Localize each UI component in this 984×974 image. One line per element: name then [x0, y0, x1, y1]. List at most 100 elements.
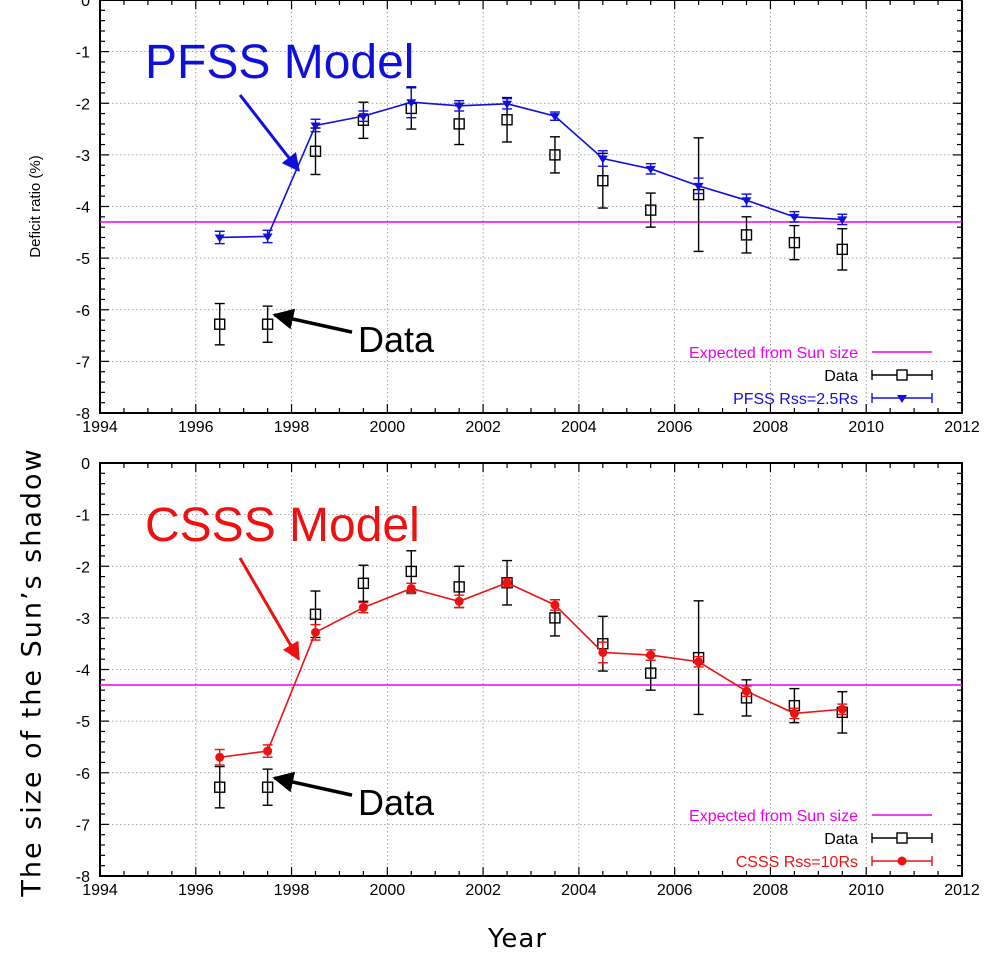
top-model-point-11 [741, 197, 752, 206]
top-panel: 1994 1996 1998 2000 2002 2004 2006 2008 2010 2012… [27, 0, 980, 436]
bottom-series-data [214, 550, 848, 809]
bottom-xtick-label-2002: 2002 [465, 882, 501, 899]
bottom-ytick-label--6: -6 [76, 766, 90, 783]
bottom-ytick-label--3: -3 [76, 611, 90, 628]
bottom-ytick-label--7: -7 [76, 817, 90, 834]
shared-y-axis-label-text: The size of the Sun’s shadow [16, 447, 48, 897]
bottom-annotations: CSSS Model Data [145, 499, 435, 823]
top-series-data [214, 87, 848, 346]
bottom-model-title: CSSS Model [145, 499, 420, 552]
top-xtick-label-2000: 2000 [370, 419, 406, 436]
bottom-model-point-7 [550, 600, 560, 610]
bottom-model-point-13 [837, 704, 847, 714]
bottom-data-annotation: Data [358, 782, 435, 823]
bottom-xtick-label-1996: 1996 [178, 882, 214, 899]
bottom-xtick-label-2000: 2000 [370, 882, 406, 899]
top-legend-swatch-data-marker [896, 369, 908, 381]
top-model-point-8 [597, 155, 608, 164]
top-model-point-13 [837, 216, 848, 225]
top-grid [100, 0, 962, 413]
bottom-model-line [219, 581, 843, 759]
bottom-xtick-label-2012: 2012 [944, 882, 980, 899]
top-model-point-5 [454, 102, 465, 111]
bottom-series-model [214, 577, 848, 766]
top-data-point-9 [645, 204, 657, 216]
top-ytick-label--6: -6 [76, 303, 90, 320]
top-xtick-label-2004: 2004 [561, 419, 597, 436]
bottom-model-point-8 [598, 647, 608, 657]
bottom-legend-swatch-model-marker [897, 856, 907, 866]
bottom-data-point-9 [645, 667, 657, 679]
bottom-xtick-label-1998: 1998 [274, 882, 310, 899]
bottom-ytick-label--4: -4 [76, 663, 90, 680]
top-model-point-0 [214, 234, 225, 243]
bottom-ticks [99, 462, 963, 877]
top-data-point-12 [788, 236, 801, 249]
top-xtick-label-2006: 2006 [657, 419, 693, 436]
bottom-legend-label-model: CSSS Rss=10Rs [736, 854, 858, 871]
top-model-point-9 [645, 165, 656, 174]
bottom-grid [100, 463, 962, 876]
top-ytick-label-0: 0 [81, 0, 90, 10]
top-ytick-label--4: -4 [76, 200, 90, 217]
bottom-xtick-label-2006: 2006 [657, 882, 693, 899]
bottom-data-point-7 [549, 612, 561, 624]
top-model-point-2 [310, 122, 321, 131]
bottom-xtick-label-1994: 1994 [82, 882, 118, 899]
top-ytick-label--3: -3 [76, 148, 90, 165]
bottom-model-point-11 [742, 686, 751, 696]
bottom-model-point-9 [646, 650, 656, 660]
top-model-title: PFSS Model [145, 36, 414, 89]
top-model-point-3 [358, 113, 369, 122]
top-series-model [214, 86, 848, 245]
bottom-data-point-2 [309, 608, 322, 620]
top-data-point-7 [549, 149, 561, 161]
top-ytick-label--8: -8 [76, 406, 90, 423]
bottom-xtick-label-2008: 2008 [753, 882, 789, 899]
top-legend-label-model: PFSS Rss=2.5Rs [733, 391, 858, 408]
top-xtick-label-2008: 2008 [753, 419, 789, 436]
bottom-data-point-3 [357, 577, 370, 589]
x-axis-label: Year [488, 924, 548, 954]
top-legend-label-data: Data [824, 368, 858, 385]
bottom-model-point-10 [694, 657, 704, 667]
top-plot-area [100, 86, 962, 346]
top-data-point-2 [309, 145, 322, 157]
bottom-data-point-6 [501, 577, 513, 589]
top-xtick-label-1994: 1994 [82, 419, 118, 436]
top-y-axis-label: Deficit ratio (%) [27, 155, 44, 258]
bottom-data-point-0 [214, 781, 226, 793]
bottom-model-point-4 [406, 583, 416, 593]
bottom-ytick-label--8: -8 [76, 869, 90, 886]
bottom-model-point-0 [215, 752, 225, 762]
bottom-ytick-label-0: 0 [81, 456, 90, 473]
bottom-model-point-3 [358, 603, 368, 613]
top-data-point-8 [597, 174, 609, 187]
top-legend-label-sun: Expected from Sun size [689, 345, 858, 362]
bottom-model-arrow [238, 557, 301, 661]
bottom-plot-area [100, 550, 962, 809]
top-legend: Expected from Sun size Data PFSS Rss=2.5Rs [689, 345, 933, 408]
top-xtick-label-1996: 1996 [178, 419, 214, 436]
bottom-legend-swatch-data-marker [896, 832, 908, 844]
top-model-arrow [238, 94, 300, 172]
bottom-panel: 1994 1996 1998 2000 2002 2004 2006 2008 2010 2012… [76, 456, 980, 899]
bottom-legend-label-sun: Expected from Sun size [689, 808, 858, 825]
bottom-model-point-6 [502, 578, 512, 588]
bottom-model-point-12 [789, 708, 799, 718]
bottom-data-point-5 [453, 581, 465, 593]
top-model-point-10 [693, 182, 704, 191]
top-model-point-1 [262, 233, 273, 242]
top-model-line [219, 101, 843, 239]
bottom-model-point-5 [454, 596, 464, 606]
bottom-ytick-label--2: -2 [76, 559, 90, 576]
top-model-point-4 [406, 99, 417, 108]
top-data-point-0 [214, 318, 226, 330]
top-model-point-6 [502, 100, 513, 109]
bottom-xtick-label-2004: 2004 [561, 882, 597, 899]
top-ytick-label--2: -2 [76, 96, 90, 113]
bottom-xtick-label-2010: 2010 [848, 882, 884, 899]
top-model-point-12 [789, 213, 800, 222]
